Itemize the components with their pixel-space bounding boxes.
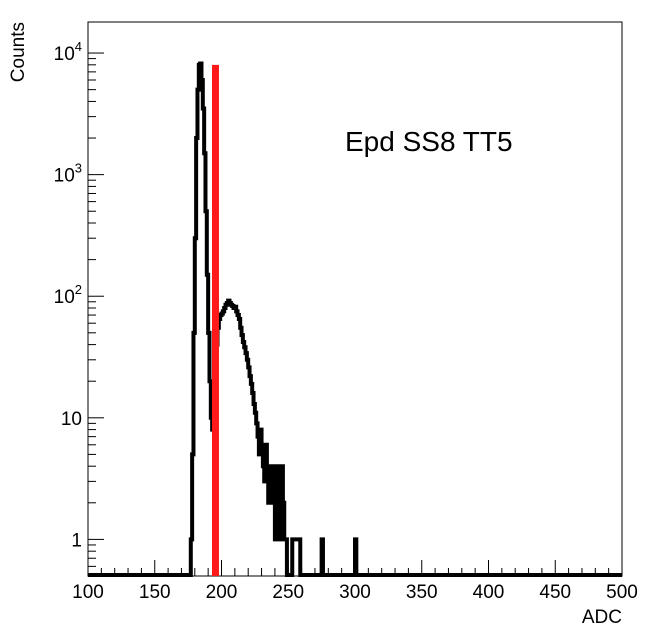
x-axis-ticks: 100 150 200 250 300 350 400 450 500 <box>72 560 638 603</box>
y-axis-ticks: 1 10 102 103 104 <box>54 39 104 577</box>
x-axis-title: ADC <box>582 607 622 628</box>
x-tick-label: 300 <box>339 582 371 603</box>
x-tick-label: 400 <box>473 582 505 603</box>
chart-annotation: Epd SS8 TT5 <box>345 126 513 157</box>
x-tick-label: 100 <box>72 582 104 603</box>
y-tick-label: 10 <box>61 409 82 430</box>
y-tick-label: 1 <box>71 530 82 551</box>
y-axis-title: Counts <box>8 22 29 82</box>
x-tick-label: 250 <box>272 582 304 603</box>
x-tick-label: 150 <box>139 582 171 603</box>
y-tick-label: 103 <box>54 161 82 187</box>
histogram-series-line <box>88 61 622 577</box>
plot-frame <box>87 21 623 577</box>
y-tick-label: 104 <box>54 39 82 65</box>
x-tick-label: 200 <box>206 582 238 603</box>
x-tick-label: 450 <box>539 582 571 603</box>
y-tick-label: 102 <box>54 282 82 308</box>
x-tick-label: 500 <box>606 582 638 603</box>
x-tick-label: 350 <box>406 582 438 603</box>
